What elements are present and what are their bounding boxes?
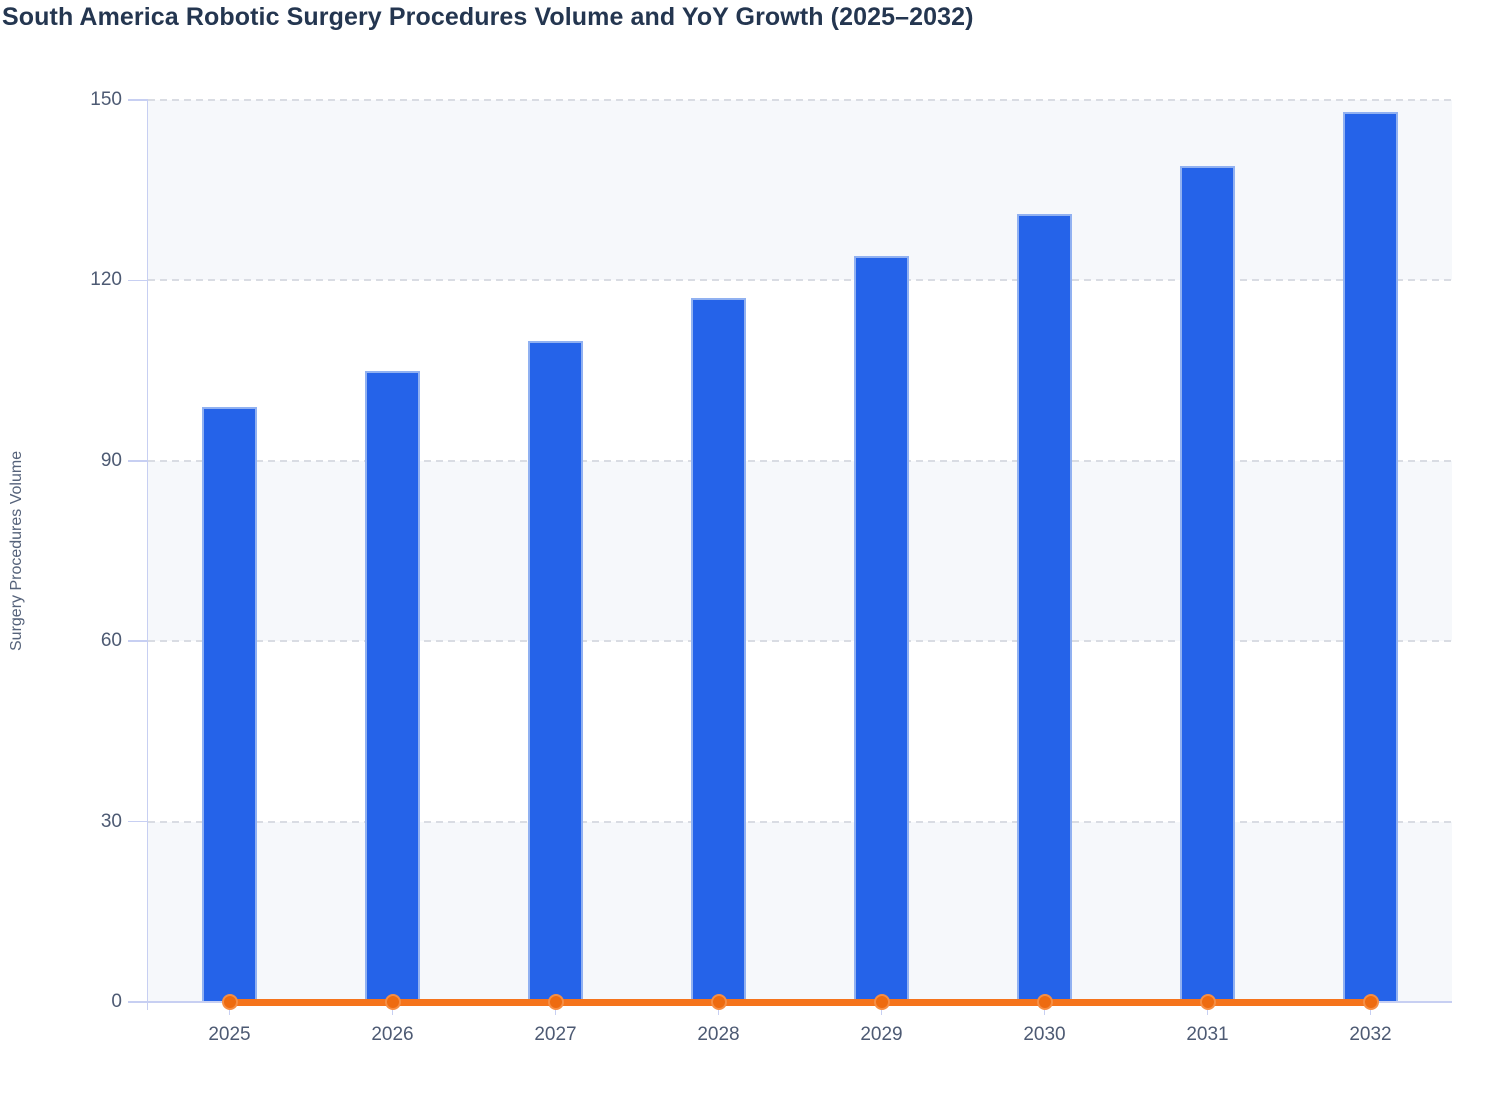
plot-band <box>148 100 1452 281</box>
yoy-marker-2031[interactable] <box>1199 994 1216 1010</box>
y-axis-tick-120 <box>128 279 148 282</box>
y-tick-label-90: 90 <box>100 449 122 471</box>
x-tick-label-2026: 2026 <box>371 1024 414 1045</box>
x-axis-tick-2031 <box>1206 1006 1209 1015</box>
y-tick-label-120: 120 <box>90 269 122 291</box>
y-axis-tick-150 <box>128 99 148 101</box>
x-axis-tick-2026 <box>391 1006 394 1015</box>
x-tick-label-2031: 2031 <box>1186 1024 1229 1045</box>
x-axis-tick-2027 <box>554 1006 557 1015</box>
chart-title: South America Robotic Surgery Procedures… <box>2 3 974 31</box>
gridline-150 <box>148 99 1452 101</box>
plot-band <box>148 821 1452 1002</box>
y-tick-label-150: 150 <box>90 89 122 110</box>
yoy-marker-2028[interactable] <box>710 994 727 1010</box>
bar-2026[interactable] <box>365 370 420 1002</box>
x-tick-label-2030: 2030 <box>1023 1024 1066 1045</box>
gridline-30 <box>148 820 1452 823</box>
bar-2030[interactable] <box>1017 214 1072 1002</box>
bar-2032[interactable] <box>1343 112 1398 1002</box>
bar-2025[interactable] <box>202 406 257 1002</box>
y-axis-title: Surgery Procedures Volume <box>8 450 25 652</box>
x-tick-label-2032: 2032 <box>1349 1024 1392 1045</box>
y-axis-tick-30 <box>128 820 148 823</box>
yoy-marker-2032[interactable] <box>1362 994 1379 1010</box>
y-axis-tick-90 <box>128 460 148 462</box>
x-axis-tick-2025 <box>228 1006 231 1015</box>
x-axis-tick-2030 <box>1043 1006 1046 1015</box>
yoy-marker-2026[interactable] <box>384 994 401 1010</box>
x-tick-label-2029: 2029 <box>860 1024 903 1045</box>
bar-2029[interactable] <box>854 256 909 1002</box>
plot-band <box>148 280 1452 460</box>
x-axis-tick-2028 <box>717 1006 720 1015</box>
x-axis-tick-2032 <box>1369 1006 1372 1015</box>
x-axis-tick-2029 <box>880 1006 883 1015</box>
yoy-marker-2027[interactable] <box>547 994 564 1010</box>
yoy-growth-line[interactable] <box>229 998 1371 1006</box>
plot-band <box>148 641 1452 821</box>
y-tick-label-60: 60 <box>100 630 122 652</box>
y-tick-label-30: 30 <box>100 810 122 832</box>
gridline-90 <box>148 459 1452 462</box>
bar-2031[interactable] <box>1180 166 1235 1002</box>
bar-2027[interactable] <box>528 340 583 1002</box>
y-axis-line <box>146 100 148 1010</box>
yoy-marker-2030[interactable] <box>1036 994 1053 1010</box>
y-axis-tick-60 <box>128 640 148 642</box>
gridline-60 <box>148 640 1452 643</box>
y-axis-tick-0 <box>128 1001 148 1003</box>
gridline-120 <box>148 279 1452 282</box>
x-tick-label-2028: 2028 <box>697 1024 740 1045</box>
plot-band <box>148 460 1452 642</box>
y-tick-label-0: 0 <box>111 991 122 1012</box>
plot-area <box>148 99 1452 1010</box>
yoy-marker-2025[interactable] <box>221 994 238 1010</box>
x-tick-label-2027: 2027 <box>534 1024 577 1045</box>
x-tick-label-2025: 2025 <box>208 1024 251 1045</box>
yoy-marker-2029[interactable] <box>873 994 890 1010</box>
bar-2028[interactable] <box>691 298 746 1002</box>
